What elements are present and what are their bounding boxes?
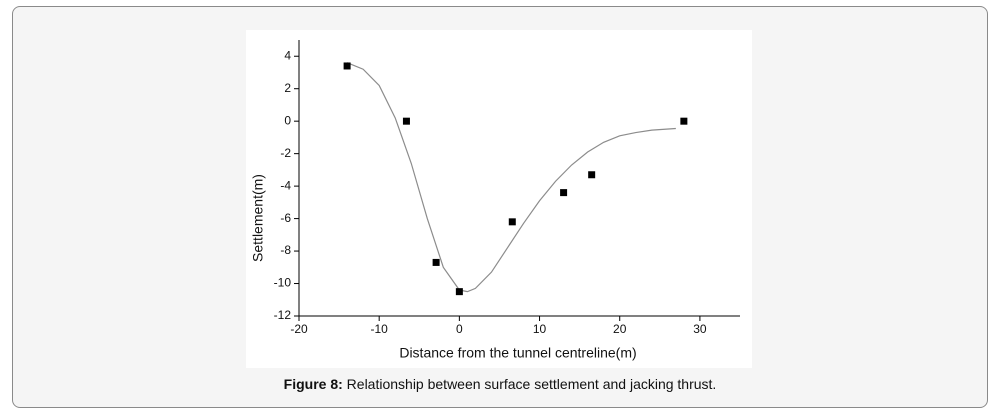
x-tick-label: 10	[533, 322, 547, 336]
data-point	[432, 258, 440, 266]
chart: Distance from the tunnel centreline(m) S…	[246, 30, 752, 368]
plot-background	[246, 30, 752, 368]
data-point	[402, 117, 410, 125]
data-point	[680, 117, 688, 125]
caption-text: Relationship between surface settlement …	[346, 376, 717, 392]
y-tick-label: -6	[280, 211, 291, 225]
y-tick-label: 0	[284, 113, 291, 127]
data-point	[560, 189, 568, 197]
x-tick-label: -20	[290, 322, 308, 336]
y-tick-label: -2	[280, 146, 291, 160]
caption-label: Figure 8:	[283, 376, 343, 392]
data-point	[455, 288, 463, 296]
data-point	[588, 171, 596, 179]
x-axis-title: Distance from the tunnel centreline(m)	[399, 345, 636, 361]
x-tick-label: -10	[371, 322, 389, 336]
y-tick-label: -8	[280, 243, 291, 257]
data-point	[343, 62, 351, 70]
fit-curve	[346, 62, 676, 293]
y-tick-label: -4	[280, 178, 291, 192]
y-tick-label: 2	[284, 81, 291, 95]
x-tick-label: 30	[693, 322, 707, 336]
x-tick-label: 0	[456, 322, 463, 336]
y-tick-label: 4	[284, 48, 291, 62]
y-axis-title: Settlement(m)	[250, 174, 266, 262]
x-tick-label: 20	[613, 322, 627, 336]
y-tick-label: -12	[274, 308, 292, 322]
y-tick-label: -10	[274, 276, 292, 290]
data-point	[508, 218, 516, 226]
caption: Figure 8: Relationship between surface s…	[12, 376, 988, 392]
